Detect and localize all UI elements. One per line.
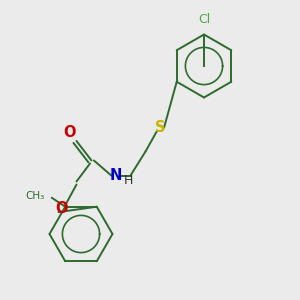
Text: S: S (155, 120, 166, 135)
Text: Cl: Cl (198, 13, 210, 26)
Text: O: O (55, 201, 68, 216)
Text: N: N (109, 168, 122, 183)
Text: O: O (64, 125, 76, 140)
Text: CH₃: CH₃ (25, 190, 44, 201)
Text: H: H (123, 174, 133, 188)
